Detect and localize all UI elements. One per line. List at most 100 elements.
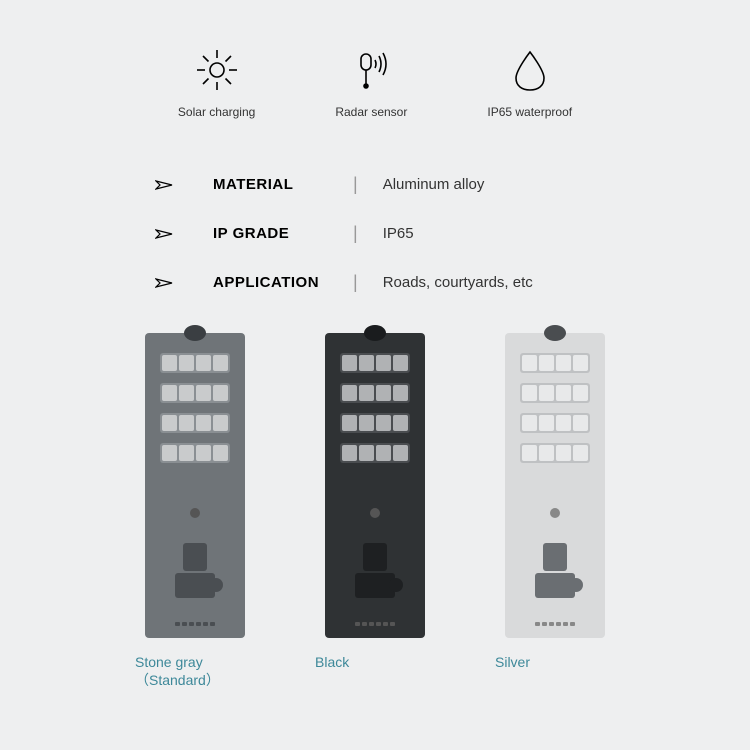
led-cell (162, 445, 177, 461)
led-cell (196, 445, 211, 461)
feature-waterproof: IP65 waterproof (487, 45, 572, 119)
led-cell (573, 445, 588, 461)
led-cell (522, 415, 537, 431)
led-panel (340, 443, 410, 463)
spec-label: IP GRADE (213, 225, 353, 242)
sun-icon (192, 45, 242, 95)
feature-label: Solar charging (178, 105, 255, 119)
led-cell (162, 385, 177, 401)
led-cell (213, 355, 228, 371)
feature-solar: Solar charging (178, 45, 255, 119)
led-cell (393, 385, 408, 401)
product-2: Silver (495, 333, 615, 689)
led-cell (376, 445, 391, 461)
led-cell (196, 415, 211, 431)
spec-value: IP65 (383, 225, 414, 242)
led-cell (359, 385, 374, 401)
led-cell (162, 415, 177, 431)
product-name: Silver (495, 653, 615, 671)
led-cell (359, 415, 374, 431)
led-cell (359, 355, 374, 371)
led-cell (213, 385, 228, 401)
led-cell (556, 355, 571, 371)
led-cell (556, 415, 571, 431)
product-name: Stone gray （Standard） (135, 653, 255, 689)
led-cell (342, 385, 357, 401)
led-panel (520, 443, 590, 463)
led-cell (213, 415, 228, 431)
led-panel (160, 413, 230, 433)
led-cell (522, 445, 537, 461)
led-cell (522, 385, 537, 401)
product-name: Black (315, 653, 435, 671)
spec-value: Aluminum alloy (383, 176, 485, 193)
led-panel (520, 353, 590, 373)
specs-list: MATERIAL | Aluminum alloy IP GRADE | IP6… (155, 174, 750, 293)
led-panel (340, 353, 410, 373)
lamp-button (190, 508, 200, 518)
led-cell (342, 355, 357, 371)
led-cell (376, 385, 391, 401)
feature-label: Radar sensor (335, 105, 407, 119)
feature-radar: Radar sensor (335, 45, 407, 119)
led-cell (539, 415, 554, 431)
led-cell (573, 385, 588, 401)
lamp-sensor (364, 325, 386, 341)
features-row: Solar charging Radar sensor IP65 waterpr… (0, 0, 750, 119)
led-panel (340, 413, 410, 433)
led-cell (162, 355, 177, 371)
led-cell (179, 355, 194, 371)
spec-row-application: APPLICATION | Roads, courtyards, etc (155, 272, 750, 293)
led-panel (160, 383, 230, 403)
led-cell (556, 385, 571, 401)
lamp-button (370, 508, 380, 518)
led-cell (213, 445, 228, 461)
spec-label: MATERIAL (213, 176, 353, 193)
spec-divider: | (353, 272, 358, 293)
led-panel (160, 353, 230, 373)
lamp-vents (175, 622, 215, 626)
feature-label: IP65 waterproof (487, 105, 572, 119)
product-0: Stone gray （Standard） (135, 333, 255, 689)
lamp-sensor (184, 325, 206, 341)
radar-icon (346, 45, 396, 95)
led-cell (539, 445, 554, 461)
products-row: Stone gray （Standard） Black Silver (0, 333, 750, 689)
lamp-sensor (544, 325, 566, 341)
lamp-vents (535, 622, 575, 626)
led-cell (179, 385, 194, 401)
spec-divider: | (353, 174, 358, 195)
led-cell (539, 385, 554, 401)
spec-divider: | (353, 223, 358, 244)
led-cell (393, 415, 408, 431)
led-cell (196, 385, 211, 401)
led-panel (160, 443, 230, 463)
led-cell (179, 415, 194, 431)
spec-label: APPLICATION (213, 274, 353, 291)
led-panel (520, 383, 590, 403)
led-cell (522, 355, 537, 371)
led-cell (539, 355, 554, 371)
led-cell (556, 445, 571, 461)
product-image (135, 333, 255, 638)
spec-row-material: MATERIAL | Aluminum alloy (155, 174, 750, 195)
spec-row-ipgrade: IP GRADE | IP65 (155, 223, 750, 244)
arrow-icon (155, 228, 173, 240)
arrow-icon (155, 179, 173, 191)
led-cell (573, 355, 588, 371)
led-panel (340, 383, 410, 403)
led-cell (342, 445, 357, 461)
arrow-icon (155, 277, 173, 289)
lamp-mount (535, 543, 575, 598)
led-cell (573, 415, 588, 431)
led-cell (376, 415, 391, 431)
lamp-button (550, 508, 560, 518)
led-cell (393, 445, 408, 461)
product-image (315, 333, 435, 638)
led-panel (520, 413, 590, 433)
led-cell (179, 445, 194, 461)
led-cell (196, 355, 211, 371)
lamp-mount (355, 543, 395, 598)
lamp-mount (175, 543, 215, 598)
led-cell (342, 415, 357, 431)
